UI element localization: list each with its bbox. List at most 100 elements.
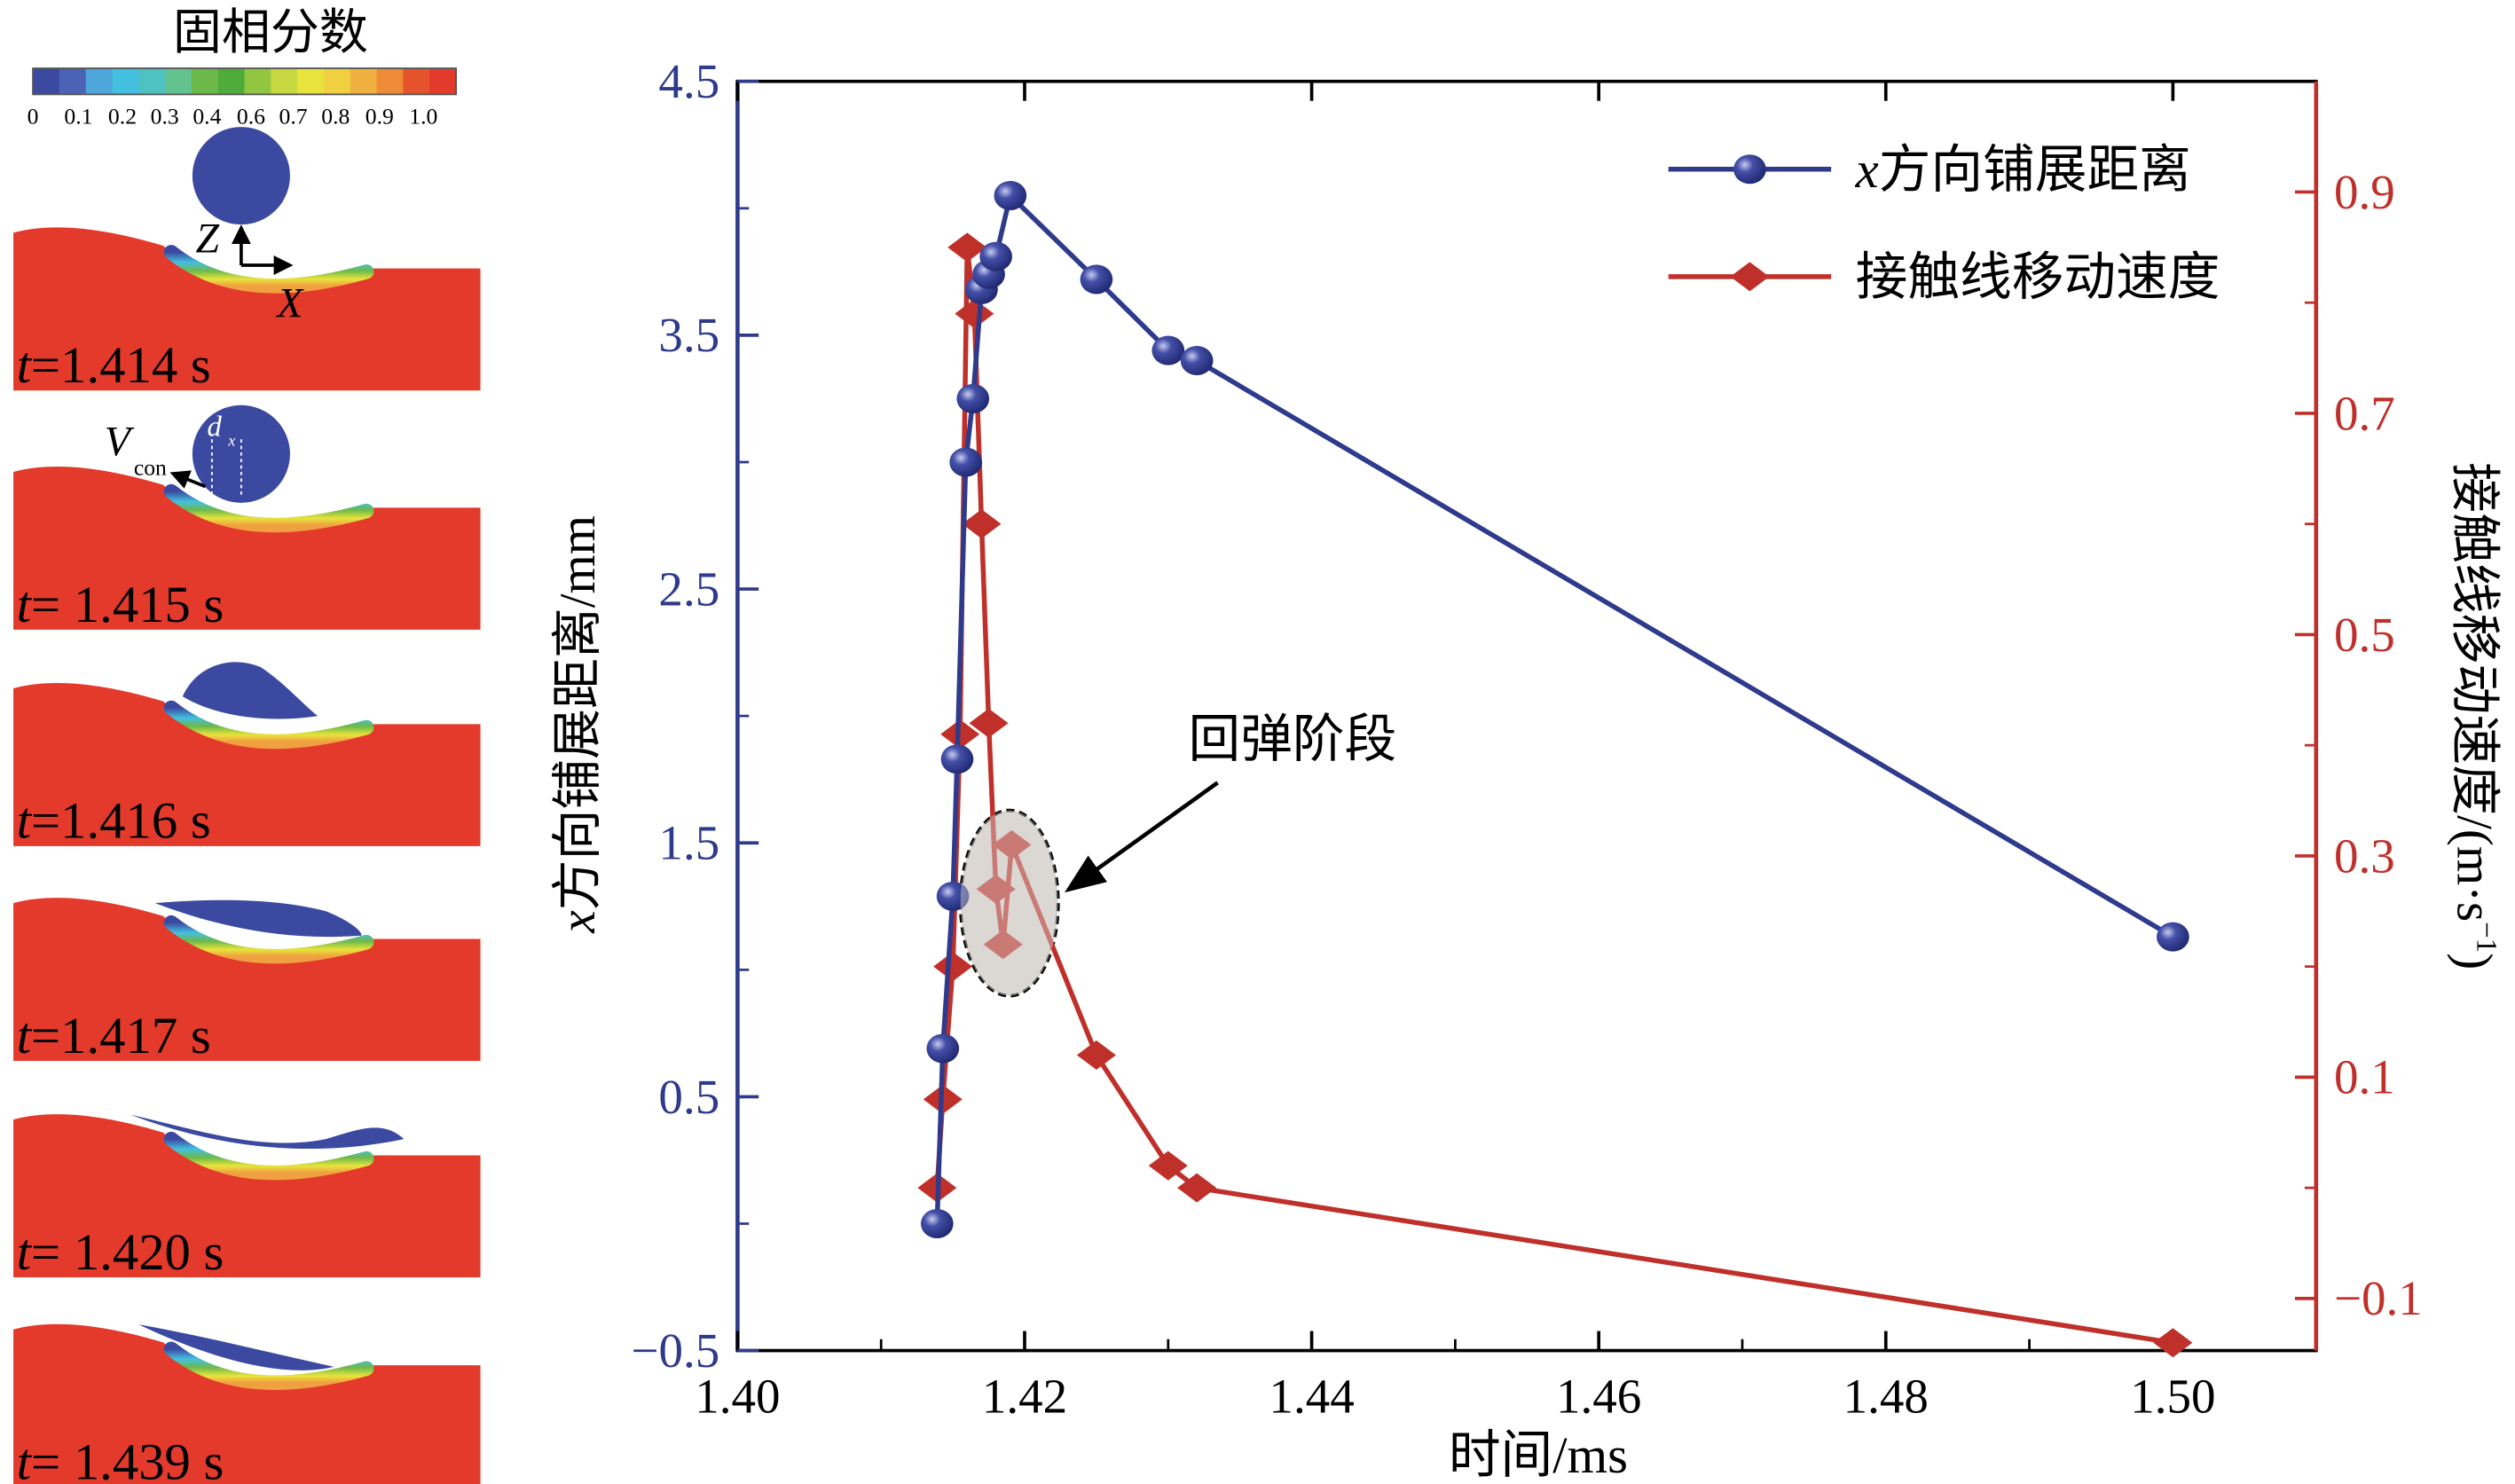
y-right-tick-label: 0.9 [2334, 165, 2395, 219]
data-point [1080, 264, 1113, 294]
data-point [2153, 1328, 2193, 1358]
data-point [949, 447, 983, 477]
colorbar-tick-label: 0.1 [64, 103, 92, 129]
snapshot-panel: t=1.414 s Z X [13, 127, 481, 394]
data-point [969, 708, 1009, 738]
time-value: =1.417 s [31, 1007, 211, 1064]
y-left-tick-label: 3.5 [658, 308, 719, 362]
solidification-rim [163, 915, 374, 964]
contact-velocity-subscript: con [134, 455, 167, 481]
rebound-highlight [960, 810, 1058, 996]
snapshot-panel: t=1.417 s [13, 898, 481, 1064]
y-left-axis-label: x方向铺展距离/mm [550, 515, 606, 934]
y-left-tick-label: 0.5 [658, 1070, 719, 1124]
colorbar-segment [429, 68, 457, 95]
data-point [976, 874, 1016, 904]
data-point [926, 1033, 960, 1064]
snapshot-panel: t= 1.439 s [13, 1323, 481, 1484]
y-right-tick-label: 0.7 [2334, 386, 2395, 440]
data-point [962, 509, 1002, 539]
legend-label-text: 接触线移动速度 [1856, 248, 2220, 306]
data-point [983, 930, 1023, 960]
data-point [1177, 1173, 1217, 1203]
time-value: =1.416 s [31, 792, 211, 850]
data-point [940, 744, 974, 774]
time-label: t= 1.439 s [17, 1433, 224, 1484]
colorbar-segment [297, 68, 325, 95]
colorbar-segment [112, 68, 140, 95]
solidification-rim [163, 245, 374, 294]
colorbar-segment [350, 68, 378, 95]
colorbar-tick-label: 0 [28, 103, 39, 129]
data-point [933, 952, 973, 982]
legend-marker [1733, 154, 1766, 185]
y-left-tick-label: 2.5 [658, 561, 719, 616]
contact-velocity-label: V [105, 420, 135, 466]
rebound-arrow [1065, 781, 1219, 893]
legend-label-var: x [1855, 141, 1879, 199]
x-tick-label: 1.48 [1843, 1369, 1929, 1423]
data-point [920, 1208, 954, 1239]
y-left-label-text: 方向铺展距离/mm [550, 515, 606, 910]
y-right-tick-label: −0.1 [2334, 1271, 2423, 1325]
y-left-label-var: x [550, 910, 606, 933]
solidification-rim [163, 1131, 374, 1181]
colorbar-tick-label: 1.0 [409, 103, 437, 129]
snapshot-panel: t=1.416 s [13, 662, 481, 850]
substrate [13, 898, 481, 1062]
droplet [192, 127, 290, 225]
time-value: =1.414 s [31, 336, 211, 394]
time-label: t=1.417 s [17, 1007, 211, 1064]
time-symbol: t [17, 1223, 33, 1281]
x-tick-label: 1.50 [2130, 1369, 2215, 1423]
data-point [1148, 1150, 1188, 1181]
colorbar-segment [244, 68, 272, 95]
colorbar-segment [85, 68, 114, 95]
colorbar-tick-label: 0.3 [151, 103, 179, 129]
rebound-annotation: 回弹阶段 [958, 711, 1397, 998]
solidification-rim [163, 1341, 374, 1390]
time-symbol: t [17, 1433, 33, 1484]
d-subscript: x [227, 432, 235, 450]
x-tick-label: 1.40 [695, 1369, 780, 1423]
data-point [992, 829, 1032, 860]
rebound-label: 回弹阶段 [1189, 711, 1397, 768]
time-label: t=1.416 s [17, 792, 211, 850]
time-label: t= 1.420 s [17, 1223, 224, 1281]
data-point [1180, 345, 1214, 376]
colorbar-tick-label: 0.4 [193, 103, 221, 129]
colorbar-segment [376, 68, 405, 95]
x-tick-label: 1.44 [1269, 1369, 1354, 1423]
legend-label: x方向铺展距离 [1855, 141, 2191, 199]
legend-marker [1730, 262, 1770, 292]
y-right-label-text: 接触线移动速度/(m·s [2446, 462, 2502, 922]
colorbar: 固相分数 0 0.1 0.2 0.3 0.4 0.6 0.7 0.8 0.9 1.0 [28, 5, 457, 129]
x-tick-label: 1.42 [982, 1369, 1067, 1423]
snapshot-panel: t= 1.420 s [13, 1114, 481, 1281]
time-value: = 1.439 s [31, 1433, 224, 1484]
colorbar-segment [323, 68, 351, 95]
droplet [154, 899, 362, 938]
colorbar-border [32, 67, 457, 96]
series-line [934, 191, 2174, 1224]
d-label: d [207, 412, 222, 444]
y-right-axis-label: 接触线移动速度/(m·s−1) [2446, 462, 2502, 970]
series-line [934, 247, 2173, 1346]
y-left-tick-label: −0.5 [631, 1323, 719, 1378]
time-value: = 1.420 s [31, 1223, 224, 1281]
solidification-rim [163, 700, 374, 750]
y-right-label-end: ) [2446, 953, 2502, 970]
z-axis-label: Z [196, 216, 220, 262]
colorbar-segment [138, 68, 167, 95]
velocity-arrow [169, 470, 207, 489]
data-point [947, 232, 987, 263]
time-symbol: t [17, 1007, 33, 1064]
colorbar-tick-label: 0.7 [279, 103, 308, 129]
x-axis-label: 时间/ms [1449, 1426, 1628, 1484]
colorbar-segment [403, 68, 431, 95]
colorbar-segment [271, 68, 299, 95]
time-value: = 1.415 s [31, 576, 224, 633]
